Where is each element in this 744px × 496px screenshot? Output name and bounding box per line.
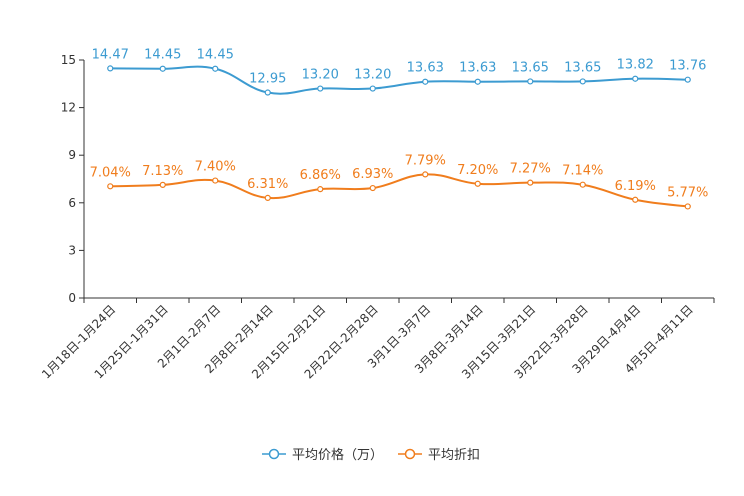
data-label: 6.31% <box>247 177 288 192</box>
data-point <box>107 65 114 72</box>
data-label: 14.45 <box>197 48 234 63</box>
data-point <box>632 196 639 203</box>
legend-item-0[interactable]: 平均价格（万） <box>262 447 383 463</box>
data-point <box>474 78 481 85</box>
y-tick-label: 15 <box>61 53 76 67</box>
legend-marker-icon <box>404 448 416 460</box>
data-point <box>264 194 271 201</box>
data-label: 13.65 <box>564 60 601 75</box>
legend-label: 平均折扣 <box>428 448 480 463</box>
data-point <box>684 76 691 83</box>
data-label: 14.45 <box>144 48 181 63</box>
data-point <box>159 181 166 188</box>
data-point <box>527 179 534 186</box>
data-point <box>212 177 219 184</box>
y-tick-label: 3 <box>68 243 76 257</box>
data-label: 7.20% <box>457 163 498 178</box>
y-tick-label: 6 <box>68 196 76 210</box>
data-point <box>159 65 166 72</box>
series-line-1 <box>110 173 688 208</box>
data-point <box>264 89 271 96</box>
axes: 036912151月18日-1月24日1月25日-1月31日2月1日-2月7日2… <box>39 53 715 382</box>
data-label: 13.82 <box>617 58 654 73</box>
y-tick-label: 9 <box>68 148 76 162</box>
series-layer <box>107 65 691 210</box>
data-label: 7.40% <box>195 160 236 175</box>
data-label: 12.95 <box>249 72 286 87</box>
data-point <box>579 78 586 85</box>
data-label: 13.76 <box>669 59 706 74</box>
data-point <box>527 78 534 85</box>
data-label: 13.65 <box>512 60 549 75</box>
y-tick-label: 0 <box>68 291 76 305</box>
data-label: 7.14% <box>562 164 603 179</box>
data-label: 7.27% <box>510 162 551 177</box>
data-label: 5.77% <box>667 185 708 200</box>
data-label: 13.20 <box>302 68 339 83</box>
data-point <box>369 184 376 192</box>
data-point <box>422 78 429 85</box>
data-label: 7.13% <box>142 164 183 179</box>
legend-marker-icon <box>268 448 280 460</box>
data-point <box>632 75 639 82</box>
data-point <box>317 186 324 193</box>
data-point <box>474 180 481 187</box>
data-label: 7.79% <box>405 153 446 168</box>
data-label: 13.63 <box>459 61 496 76</box>
data-label: 6.93% <box>352 167 393 182</box>
data-point <box>422 171 429 178</box>
data-point <box>579 181 586 188</box>
legend-item-1[interactable]: 平均折扣 <box>398 448 480 463</box>
data-label: 13.63 <box>407 61 444 76</box>
data-labels: 14.47 14.45 14.45 12.95 13.20 13.20 13.63 13.63… <box>90 47 709 200</box>
data-point <box>212 65 219 72</box>
series-line-0 <box>110 65 688 95</box>
legend-label: 平均价格（万） <box>292 447 383 463</box>
data-label: 6.86% <box>300 168 341 183</box>
data-label: 13.20 <box>354 68 391 83</box>
data-label: 6.19% <box>615 179 656 194</box>
y-tick-label: 12 <box>61 101 76 115</box>
data-label: 7.04% <box>90 165 131 180</box>
data-point <box>684 203 691 210</box>
legend[interactable]: 平均价格（万） 平均折扣 <box>262 447 480 463</box>
data-point <box>107 183 114 190</box>
data-point <box>317 85 324 92</box>
data-point <box>369 85 376 92</box>
data-label: 14.47 <box>92 47 129 62</box>
